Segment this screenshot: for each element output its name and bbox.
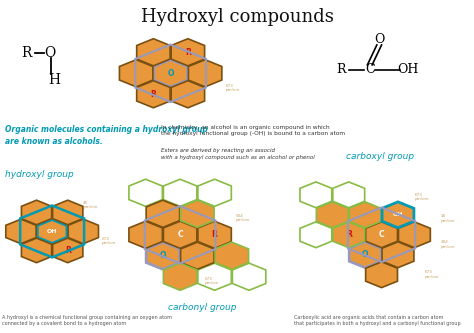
Polygon shape — [181, 200, 214, 227]
Polygon shape — [188, 209, 207, 224]
Polygon shape — [146, 242, 180, 269]
Polygon shape — [164, 221, 197, 248]
Text: OH: OH — [397, 63, 419, 77]
Polygon shape — [137, 81, 170, 108]
Polygon shape — [316, 202, 348, 228]
Text: C: C — [379, 230, 384, 239]
Polygon shape — [119, 60, 153, 87]
Polygon shape — [126, 68, 148, 81]
Polygon shape — [129, 221, 163, 248]
Text: 673
pm/cm: 673 pm/cm — [424, 270, 439, 279]
Text: R: R — [337, 63, 346, 77]
Polygon shape — [339, 230, 361, 242]
Text: 673
pm/cm: 673 pm/cm — [102, 237, 117, 245]
Text: R: R — [185, 48, 191, 57]
Text: Esters are derived by reacting an associd
with a hydroxyl compound such as an al: Esters are derived by reacting an associ… — [161, 148, 315, 160]
Polygon shape — [152, 205, 170, 221]
Text: C: C — [177, 230, 183, 239]
Polygon shape — [202, 230, 225, 243]
Text: In chemistry, an alcohol is an organic compound in which
the hydroxyl functional: In chemistry, an alcohol is an organic c… — [161, 125, 345, 137]
Polygon shape — [399, 222, 430, 248]
Text: O: O — [160, 251, 166, 260]
Text: 504
pm/cm: 504 pm/cm — [235, 214, 250, 222]
Text: O: O — [167, 69, 174, 78]
Polygon shape — [136, 230, 158, 243]
Polygon shape — [144, 84, 163, 99]
Text: R: R — [150, 90, 156, 99]
Text: R: R — [212, 230, 218, 239]
Polygon shape — [27, 204, 43, 219]
Text: 204
pm/cm: 204 pm/cm — [441, 240, 455, 249]
Text: O: O — [44, 46, 55, 60]
Polygon shape — [53, 238, 83, 263]
Text: Carboxylic acid are organic acids that contain a carbon atom
that participates i: Carboxylic acid are organic acids that c… — [294, 315, 461, 326]
Text: R: R — [65, 246, 71, 255]
Text: hydroxyl group: hydroxyl group — [5, 170, 73, 179]
Polygon shape — [215, 242, 248, 269]
Polygon shape — [181, 86, 199, 102]
Text: R: R — [346, 230, 352, 239]
Text: Hydroxyl compounds: Hydroxyl compounds — [141, 8, 333, 26]
Text: carbonyl group: carbonyl group — [168, 303, 237, 312]
Polygon shape — [171, 39, 205, 66]
Text: 45
pm/cm: 45 pm/cm — [83, 200, 98, 209]
Text: 673
pm/cm: 673 pm/cm — [204, 277, 219, 285]
Text: OH: OH — [393, 212, 403, 217]
Polygon shape — [193, 68, 215, 81]
Polygon shape — [365, 222, 398, 248]
Text: C: C — [365, 63, 374, 77]
Polygon shape — [72, 227, 92, 239]
Polygon shape — [382, 202, 414, 228]
Polygon shape — [365, 262, 398, 288]
Polygon shape — [37, 219, 67, 244]
Polygon shape — [142, 44, 161, 60]
Text: 673
pm/cm: 673 pm/cm — [414, 192, 429, 201]
Polygon shape — [382, 242, 414, 268]
Polygon shape — [61, 242, 78, 257]
Text: 18
pm/cm: 18 pm/cm — [441, 214, 455, 223]
Polygon shape — [154, 60, 187, 87]
Text: H: H — [48, 73, 61, 87]
Polygon shape — [21, 200, 52, 225]
Polygon shape — [68, 219, 99, 244]
Text: 673
pm/cm: 673 pm/cm — [226, 84, 240, 92]
Polygon shape — [349, 202, 381, 228]
Text: A hydroxyl is a chemical functional group containing an oxygen atom
connected by: A hydroxyl is a chemical functional grou… — [2, 315, 173, 326]
Polygon shape — [53, 200, 83, 225]
Text: carboxyl group: carboxyl group — [346, 152, 414, 161]
Text: O: O — [374, 33, 384, 47]
Polygon shape — [146, 200, 180, 227]
Polygon shape — [12, 227, 32, 239]
Polygon shape — [349, 242, 381, 268]
Polygon shape — [179, 48, 197, 62]
Polygon shape — [59, 208, 76, 221]
Text: OH: OH — [47, 229, 57, 234]
Polygon shape — [391, 246, 409, 262]
Polygon shape — [188, 60, 222, 87]
Text: Organic molecules containing a hydroxyl group
are known as alcohols.: Organic molecules containing a hydroxyl … — [5, 125, 208, 146]
Polygon shape — [21, 238, 52, 263]
Polygon shape — [355, 206, 372, 222]
Polygon shape — [154, 246, 172, 260]
Polygon shape — [333, 222, 365, 248]
Polygon shape — [6, 219, 36, 244]
Polygon shape — [137, 39, 170, 66]
Polygon shape — [164, 263, 197, 290]
Polygon shape — [190, 247, 209, 263]
Text: R: R — [21, 46, 31, 60]
Text: O: O — [362, 250, 368, 259]
Polygon shape — [28, 241, 45, 254]
Polygon shape — [171, 81, 205, 108]
Polygon shape — [181, 242, 214, 269]
Polygon shape — [402, 230, 424, 242]
Polygon shape — [356, 245, 374, 259]
Polygon shape — [198, 221, 231, 248]
Polygon shape — [389, 210, 407, 224]
